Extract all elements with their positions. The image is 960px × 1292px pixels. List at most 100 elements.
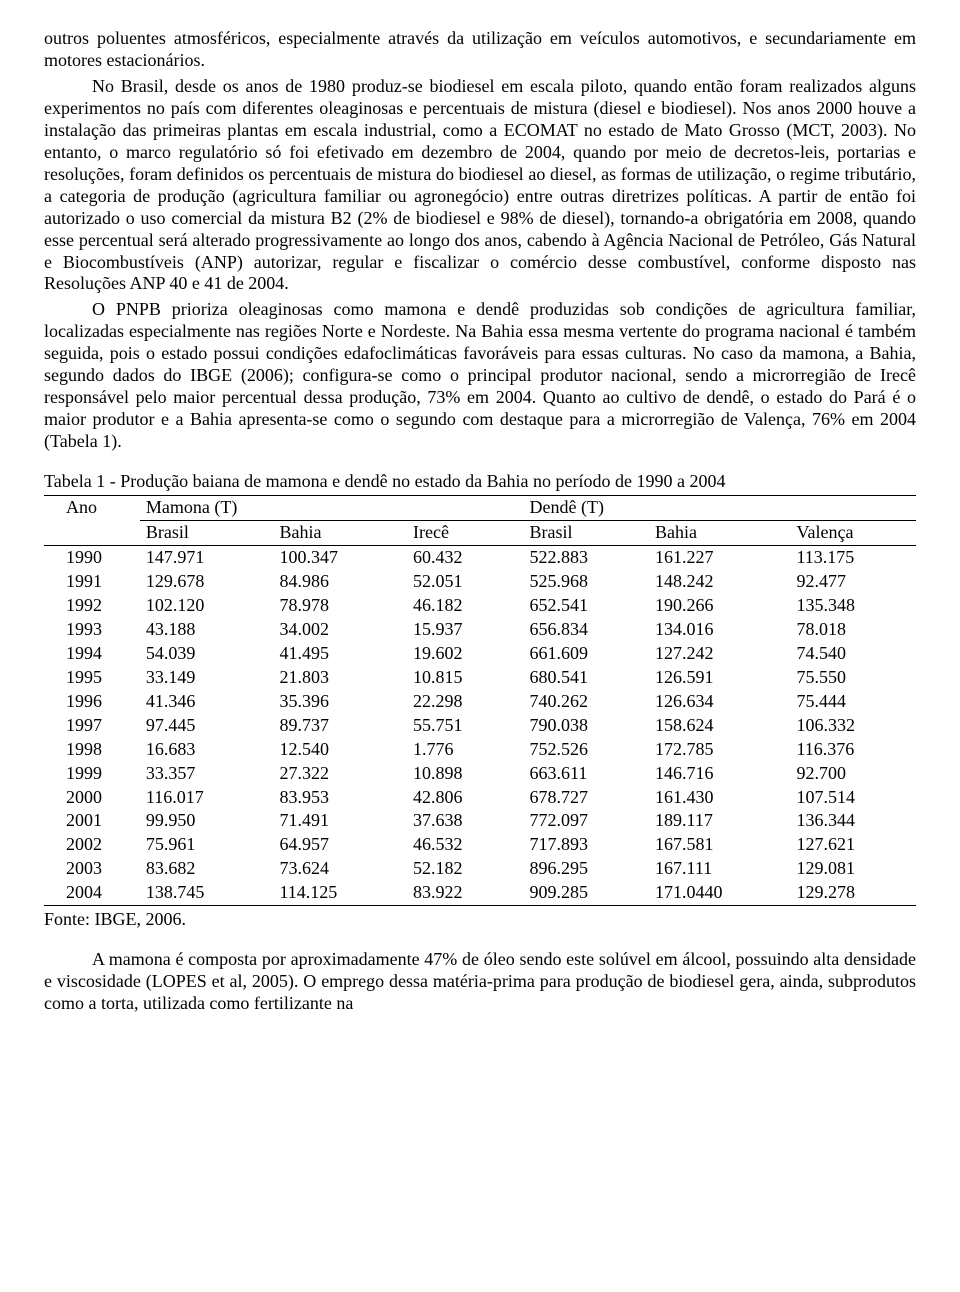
table-cell: 134.016 bbox=[649, 618, 790, 642]
table-cell: 106.332 bbox=[790, 714, 916, 738]
paragraph-2: No Brasil, desde os anos de 1980 produz-… bbox=[44, 76, 916, 296]
table-cell: 84.986 bbox=[273, 570, 407, 594]
table-cell: 1998 bbox=[44, 738, 140, 762]
header-group-mamona: Mamona (T) bbox=[140, 496, 524, 521]
table-cell: 661.609 bbox=[524, 642, 649, 666]
table-cell: 1999 bbox=[44, 762, 140, 786]
table-cell: 116.376 bbox=[790, 738, 916, 762]
table-cell: 148.242 bbox=[649, 570, 790, 594]
table-row: 200199.95071.49137.638772.097189.117136.… bbox=[44, 809, 916, 833]
header-ano: Ano bbox=[44, 496, 140, 521]
table-cell: 78.018 bbox=[790, 618, 916, 642]
table-cell: 2003 bbox=[44, 857, 140, 881]
table-cell: 678.727 bbox=[524, 786, 649, 810]
table-cell: 107.514 bbox=[790, 786, 916, 810]
table-cell: 75.550 bbox=[790, 666, 916, 690]
table-cell: 2002 bbox=[44, 833, 140, 857]
table-cell: 60.432 bbox=[407, 545, 524, 569]
table-cell: 772.097 bbox=[524, 809, 649, 833]
table-cell: 136.344 bbox=[790, 809, 916, 833]
table-cell: 656.834 bbox=[524, 618, 649, 642]
table-group-header-row: Ano Mamona (T) Dendê (T) bbox=[44, 496, 916, 521]
header-brasil-2: Brasil bbox=[524, 521, 649, 546]
table-cell: 41.495 bbox=[273, 642, 407, 666]
table-cell: 167.581 bbox=[649, 833, 790, 857]
paragraph-3: O PNPB prioriza oleaginosas como mamona … bbox=[44, 299, 916, 453]
table-cell: 19.602 bbox=[407, 642, 524, 666]
table-cell: 135.348 bbox=[790, 594, 916, 618]
table-row: 1992102.12078.97846.182652.541190.266135… bbox=[44, 594, 916, 618]
table-cell: 172.785 bbox=[649, 738, 790, 762]
table-cell: 46.182 bbox=[407, 594, 524, 618]
table-cell: 46.532 bbox=[407, 833, 524, 857]
table-row: 1990147.971100.34760.432522.883161.22711… bbox=[44, 545, 916, 569]
table-cell: 1996 bbox=[44, 690, 140, 714]
table-cell: 83.682 bbox=[140, 857, 274, 881]
table-cell: 83.922 bbox=[407, 881, 524, 905]
table-cell: 1993 bbox=[44, 618, 140, 642]
table-cell: 138.745 bbox=[140, 881, 274, 905]
header-irece: Irecê bbox=[407, 521, 524, 546]
table-cell: 146.716 bbox=[649, 762, 790, 786]
table-cell: 2001 bbox=[44, 809, 140, 833]
table-row: 200275.96164.95746.532717.893167.581127.… bbox=[44, 833, 916, 857]
table-cell: 22.298 bbox=[407, 690, 524, 714]
table-row: 2004138.745114.12583.922909.285171.04401… bbox=[44, 881, 916, 905]
table-cell: 114.125 bbox=[273, 881, 407, 905]
table-cell: 16.683 bbox=[140, 738, 274, 762]
table-cell: 790.038 bbox=[524, 714, 649, 738]
table-cell: 75.444 bbox=[790, 690, 916, 714]
table-cell: 12.540 bbox=[273, 738, 407, 762]
table-cell: 55.751 bbox=[407, 714, 524, 738]
table-cell: 100.347 bbox=[273, 545, 407, 569]
table-cell: 126.634 bbox=[649, 690, 790, 714]
table-row: 199797.44589.73755.751790.038158.624106.… bbox=[44, 714, 916, 738]
table-cell: 189.117 bbox=[649, 809, 790, 833]
table-row: 199454.03941.49519.602661.609127.24274.5… bbox=[44, 642, 916, 666]
header-valenca: Valença bbox=[790, 521, 916, 546]
header-bahia-2: Bahia bbox=[649, 521, 790, 546]
table-cell: 83.953 bbox=[273, 786, 407, 810]
table-cell: 27.322 bbox=[273, 762, 407, 786]
table-cell: 116.017 bbox=[140, 786, 274, 810]
table-cell: 522.883 bbox=[524, 545, 649, 569]
table-cell: 129.278 bbox=[790, 881, 916, 905]
table-cell: 717.893 bbox=[524, 833, 649, 857]
table-cell: 652.541 bbox=[524, 594, 649, 618]
table-cell: 73.624 bbox=[273, 857, 407, 881]
table-cell: 1997 bbox=[44, 714, 140, 738]
table-row: 199641.34635.39622.298740.262126.63475.4… bbox=[44, 690, 916, 714]
table-cell: 171.0440 bbox=[649, 881, 790, 905]
header-group-dende: Dendê (T) bbox=[524, 496, 916, 521]
table-cell: 74.540 bbox=[790, 642, 916, 666]
table-sub-header-row: Brasil Bahia Irecê Brasil Bahia Valença bbox=[44, 521, 916, 546]
table-cell: 37.638 bbox=[407, 809, 524, 833]
table-row: 200383.68273.62452.182896.295167.111129.… bbox=[44, 857, 916, 881]
table-row: 199343.18834.00215.937656.834134.01678.0… bbox=[44, 618, 916, 642]
table-cell: 10.815 bbox=[407, 666, 524, 690]
table-cell: 89.737 bbox=[273, 714, 407, 738]
table-cell: 75.961 bbox=[140, 833, 274, 857]
table-row: 199533.14921.80310.815680.541126.59175.5… bbox=[44, 666, 916, 690]
table-cell: 43.188 bbox=[140, 618, 274, 642]
table-cell: 33.149 bbox=[140, 666, 274, 690]
table-cell: 127.621 bbox=[790, 833, 916, 857]
table-cell: 97.445 bbox=[140, 714, 274, 738]
table-cell: 113.175 bbox=[790, 545, 916, 569]
table-cell: 41.346 bbox=[140, 690, 274, 714]
table-row: 2000116.01783.95342.806678.727161.430107… bbox=[44, 786, 916, 810]
table-cell: 752.526 bbox=[524, 738, 649, 762]
table-cell: 92.700 bbox=[790, 762, 916, 786]
table-caption: Tabela 1 - Produção baiana de mamona e d… bbox=[44, 471, 916, 493]
table-cell: 127.242 bbox=[649, 642, 790, 666]
table-cell: 15.937 bbox=[407, 618, 524, 642]
table-cell: 71.491 bbox=[273, 809, 407, 833]
table-row: 199816.68312.5401.776752.526172.785116.3… bbox=[44, 738, 916, 762]
header-bahia-1: Bahia bbox=[273, 521, 407, 546]
table-cell: 52.051 bbox=[407, 570, 524, 594]
table-cell: 92.477 bbox=[790, 570, 916, 594]
table-cell: 102.120 bbox=[140, 594, 274, 618]
table-cell: 147.971 bbox=[140, 545, 274, 569]
table-cell: 126.591 bbox=[649, 666, 790, 690]
table-cell: 21.803 bbox=[273, 666, 407, 690]
